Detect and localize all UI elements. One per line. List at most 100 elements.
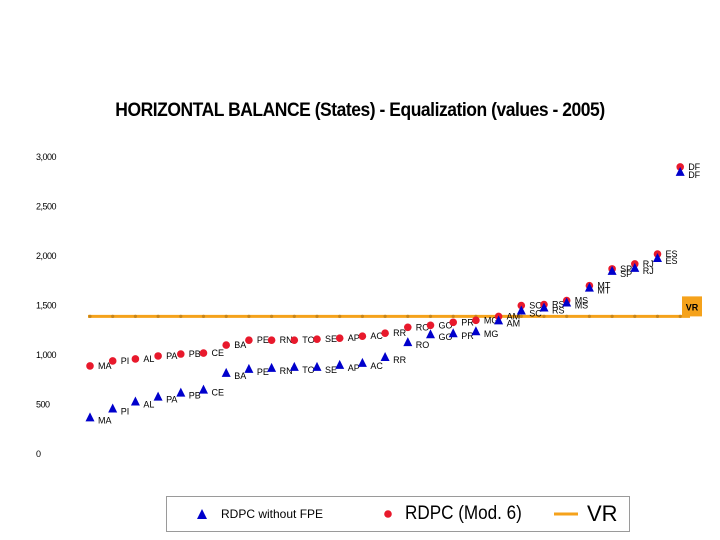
rdpc-without-fpe-label-sp: SP	[620, 269, 632, 279]
rdpc-mod6-label-pb: PB	[189, 349, 201, 359]
rdpc-mod6-label-ac: AC	[370, 331, 383, 341]
rdpc-without-fpe-point-pb	[176, 387, 186, 397]
y-tick-label: 0	[36, 449, 41, 459]
rdpc-without-fpe-point-ro	[403, 337, 413, 347]
rdpc-without-fpe-point-pa	[153, 391, 163, 401]
vr-line-marker	[678, 314, 682, 318]
vr-line-marker	[428, 314, 433, 318]
rdpc-mod6-label-to: TO	[302, 335, 314, 345]
vr-line-marker	[247, 314, 251, 318]
rdpc-mod6-label-al: AL	[143, 354, 154, 364]
legend-triangle-icon	[197, 509, 207, 519]
y-tick-label: 1,000	[36, 350, 57, 360]
rdpc-mod6-point-rr	[381, 329, 389, 338]
data-marks: MA MA PI PI AL AL PA PA PB PB CE CE BA BA PE PE RN RN TO TO…	[85, 162, 701, 425]
rdpc-mod6-point-ce	[199, 349, 208, 357]
vr-label-box	[682, 296, 702, 317]
y-tick-label: 2,000	[36, 251, 57, 261]
vr-line-marker	[111, 314, 115, 318]
rdpc-without-fpe-point-pr	[448, 328, 458, 338]
rdpc-without-fpe-label-ap: AP	[348, 363, 360, 373]
rdpc-mod6-label-es: ES	[666, 249, 678, 259]
rdpc-without-fpe-point-rj	[630, 262, 640, 272]
rdpc-mod6-label-pa: PA	[166, 351, 177, 361]
rdpc-mod6-point-pi	[108, 357, 117, 365]
rdpc-without-fpe-point-sp	[607, 265, 617, 275]
vr-line-marker	[133, 314, 137, 318]
rdpc-mod6-label-se: SE	[325, 334, 337, 344]
rdpc-without-fpe-point-ac	[357, 357, 367, 367]
vr-line-marker	[179, 314, 183, 318]
rdpc-mod6-label-rr: RR	[393, 328, 406, 338]
rdpc-mod6-label-mt: MT	[597, 281, 610, 291]
vr-line-marker	[519, 314, 523, 318]
vr-line-marker	[315, 314, 319, 318]
rdpc-without-fpe-label-ac: AC	[370, 361, 383, 371]
rdpc-without-fpe-point-pe	[244, 363, 254, 373]
vr-line-marker	[383, 314, 387, 318]
rdpc-without-fpe-point-al	[130, 396, 140, 406]
rdpc-mod6-label-rn: RN	[280, 335, 293, 345]
vr-line-marker	[610, 314, 614, 318]
y-tick-label: 500	[36, 400, 50, 410]
rdpc-without-fpe-label-pb: PB	[189, 391, 201, 401]
vr-line-marker	[88, 314, 92, 318]
rdpc-without-fpe-label-rs: RS	[552, 305, 565, 315]
rdpc-mod6-point-pr	[449, 318, 458, 327]
rdpc-without-fpe-point-pi	[108, 403, 118, 413]
rdpc-mod6-label-ap: AP	[348, 333, 360, 343]
rdpc-without-fpe-label-df: DF	[688, 170, 700, 180]
rdpc-without-fpe-label-ma: MA	[98, 415, 112, 425]
rdpc-without-fpe-point-ap	[335, 359, 345, 369]
rdpc-without-fpe-point-am	[494, 315, 504, 325]
vr-line-marker	[565, 314, 569, 318]
rdpc-mod6-point-ac	[358, 332, 367, 340]
rdpc-without-fpe-label-sc: SC	[529, 308, 542, 318]
legend-line-icon	[554, 512, 578, 516]
rdpc-without-fpe-label-al: AL	[143, 400, 154, 410]
legend-circle-icon	[384, 510, 392, 518]
vr-line-marker	[201, 314, 206, 318]
rdpc-mod6-label-df: DF	[688, 162, 700, 172]
rdpc-mod6-label-pe: PE	[257, 335, 269, 345]
legend-label-rdpc-mod6: RDPC (Mod. 6)	[405, 503, 522, 524]
legend-item-rdpc-without-fpe: RDPC without FPE	[195, 497, 323, 531]
legend-label-vr: VR	[587, 501, 618, 526]
vr-line-marker	[224, 314, 228, 318]
rdpc-without-fpe-label-rn: RN	[280, 366, 293, 376]
vr-line-marker	[360, 314, 364, 318]
rdpc-mod6-point-to	[290, 336, 299, 344]
rdpc-without-fpe-label-mg: MG	[484, 329, 499, 339]
rdpc-mod6-label-ms: MS	[575, 296, 589, 306]
y-tick-label: 2,500	[36, 202, 57, 212]
vr-line-marker	[587, 314, 592, 318]
rdpc-without-fpe-label-go: GO	[439, 332, 453, 342]
rdpc-without-fpe-point-df	[675, 166, 685, 176]
rdpc-without-fpe-point-mt	[584, 282, 594, 292]
scatter-chart: 0 500 1,000 1,500 2,000 2,500 3,000 VR MA MA PI P…	[36, 152, 702, 459]
rdpc-without-fpe-point-rn	[267, 362, 277, 372]
rdpc-mod6-label-am: AM	[507, 311, 520, 321]
vr-line-marker	[270, 314, 274, 318]
rdpc-without-fpe-label-se: SE	[325, 365, 337, 375]
rdpc-without-fpe-label-pi: PI	[121, 406, 130, 416]
rdpc-mod6-point-go	[426, 321, 435, 330]
rdpc-mod6-label-pi: PI	[121, 356, 130, 366]
rdpc-mod6-label-ro: RO	[416, 322, 430, 332]
rdpc-without-fpe-point-rs	[539, 302, 549, 312]
rdpc-without-fpe-label-am: AM	[507, 318, 520, 328]
rdpc-mod6-point-se	[313, 335, 321, 343]
vr-line-marker	[633, 314, 637, 318]
rdpc-without-fpe-label-rr: RR	[393, 355, 406, 365]
rdpc-without-fpe-label-pr: PR	[461, 331, 474, 341]
rdpc-mod6-label-mg: MG	[484, 315, 499, 325]
legend-label-rdpc-without-fpe: RDPC without FPE	[221, 507, 324, 521]
rdpc-mod6-point-pe	[245, 336, 253, 344]
rdpc-without-fpe-point-se	[312, 361, 322, 371]
rdpc-without-fpe-point-go	[426, 329, 435, 339]
y-tick-label: 3,000	[36, 152, 57, 162]
rdpc-mod6-label-pr: PR	[461, 317, 474, 327]
rdpc-without-fpe-point-rr	[380, 351, 390, 361]
vr-line-marker	[156, 314, 160, 318]
rdpc-without-fpe-point-to	[289, 361, 299, 371]
